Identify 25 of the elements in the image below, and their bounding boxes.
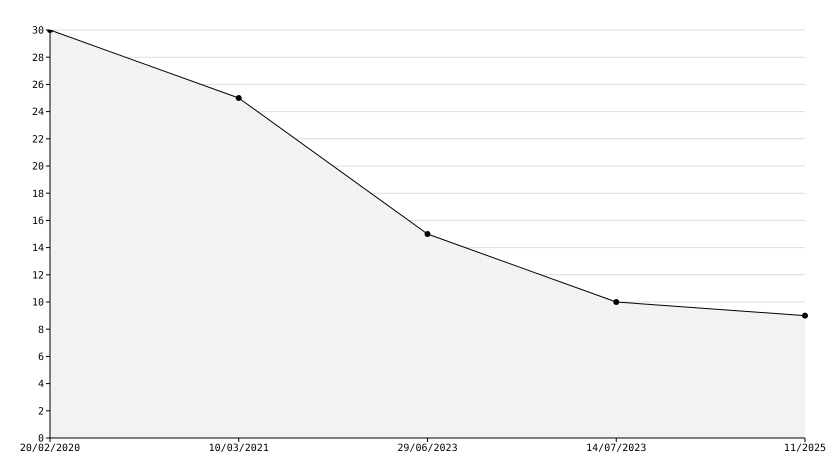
y-tick-label: 2 [38,406,44,418]
x-tick-label: 10/03/2021 [208,443,269,454]
x-tick-label: 14/07/2023 [586,443,646,454]
y-tick-label: 10 [32,298,44,309]
x-tick-label: 29/06/2023 [397,443,458,454]
y-tick-label: 14 [32,243,44,254]
y-tick-label: 12 [32,270,44,282]
y-tick-label: 22 [32,134,44,146]
y-tick-label: 26 [32,80,44,91]
y-tick-label: 0 [38,434,44,445]
y-tick-label: 16 [32,216,44,227]
x-tick-label: 11/2025 [784,443,826,454]
x-tick-label: 20/02/2020 [20,443,80,454]
point [802,312,808,319]
y-tick-label: 4 [38,379,44,390]
y-tick-label: 24 [32,107,44,118]
point [424,231,430,237]
point [236,95,242,101]
y-tick-label: 18 [32,188,44,200]
y-tick-label: 6 [38,352,44,363]
y-tick-label: 20 [32,162,44,173]
point [613,299,620,305]
y-tick-label: 8 [38,324,44,336]
y-tick-label: 30 [32,26,44,37]
y-tick-label: 28 [32,52,44,64]
